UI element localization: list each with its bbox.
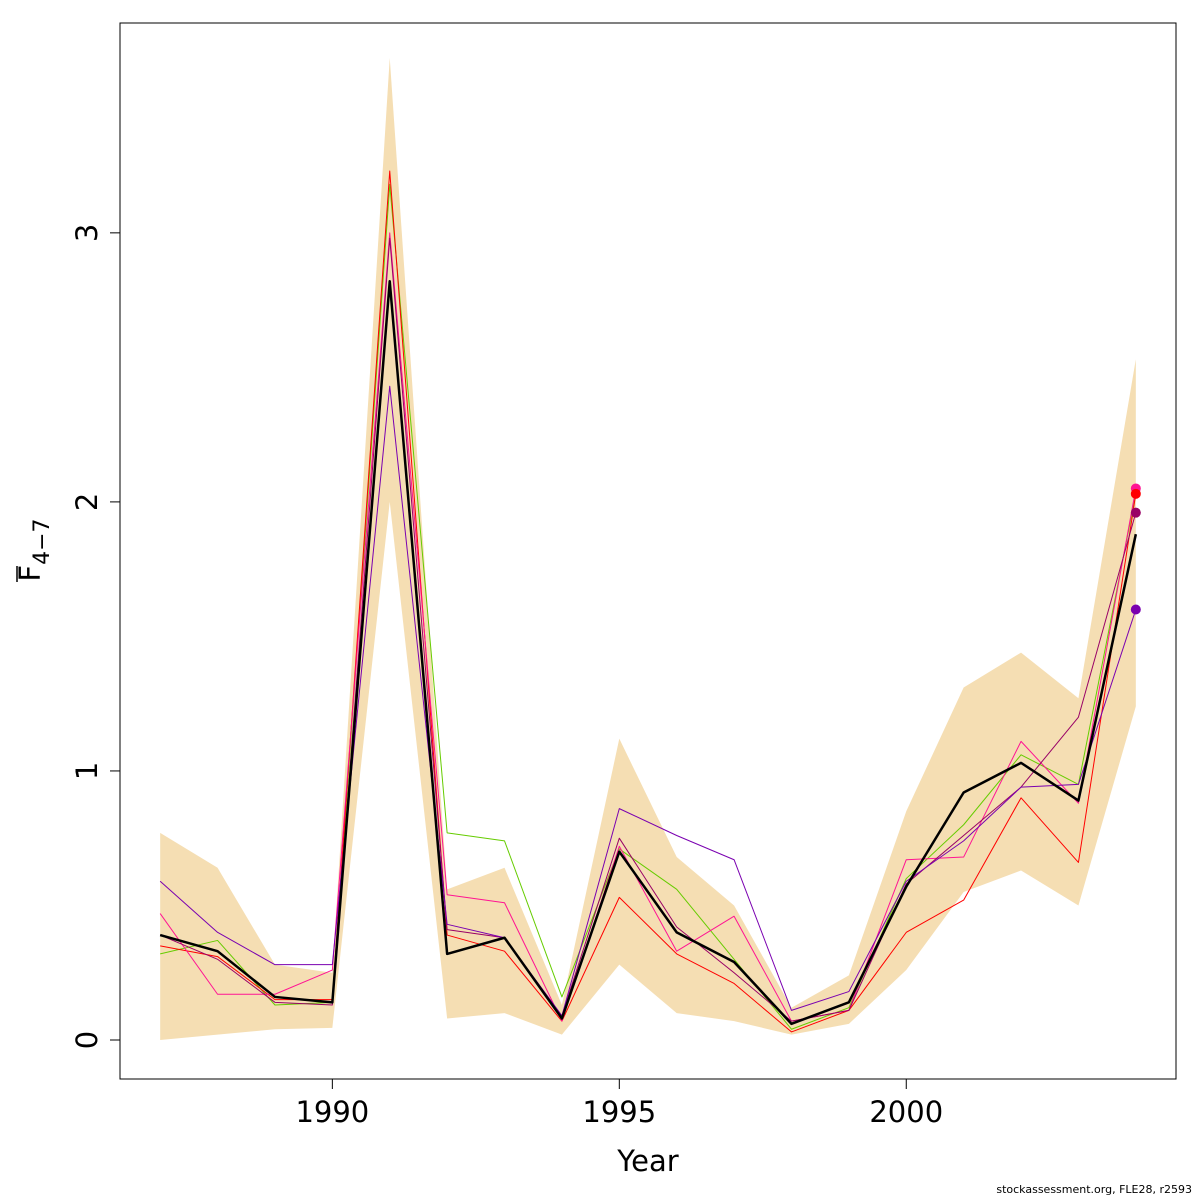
y-tick-label-1: 1 <box>70 762 104 780</box>
endpoint-layer <box>1130 483 1141 615</box>
series-line-1 <box>160 183 1137 1030</box>
endpoint-marker-1 <box>1130 488 1141 499</box>
x-tick-label-0: 1990 <box>295 1095 369 1129</box>
x-axis-label: Year <box>616 1144 678 1178</box>
y-tick-label-0: 0 <box>70 1031 104 1049</box>
series-line-0 <box>159 280 1138 1026</box>
confidence-band <box>160 57 1136 1040</box>
x-tick-label-2: 2000 <box>869 1095 943 1129</box>
footer-credit: stockassessment.org, FLE28, r2593 <box>996 1183 1192 1196</box>
series-line-4 <box>159 237 1137 1022</box>
y-axis: 0 1 2 3 <box>70 224 121 1049</box>
y-axis-label: F4−7 <box>13 518 55 582</box>
y-axis-label-sub: 4−7 <box>30 518 55 564</box>
series-line-5 <box>159 385 1137 1017</box>
series-layer <box>159 170 1138 1033</box>
endpoint-marker-3 <box>1130 604 1141 615</box>
endpoint-marker-2 <box>1130 507 1141 518</box>
y-axis-label-main: F <box>13 565 47 582</box>
y-tick-label-2: 2 <box>70 493 104 511</box>
series-line-3 <box>159 232 1137 1022</box>
confidence-band-layer <box>160 57 1136 1040</box>
svg-text:F4−7: F4−7 <box>13 518 55 581</box>
x-axis: 1990 1995 2000 <box>295 1078 943 1129</box>
series-line-2 <box>160 170 1137 1033</box>
x-tick-label-1: 1995 <box>582 1095 656 1129</box>
y-tick-label-3: 3 <box>70 224 104 242</box>
